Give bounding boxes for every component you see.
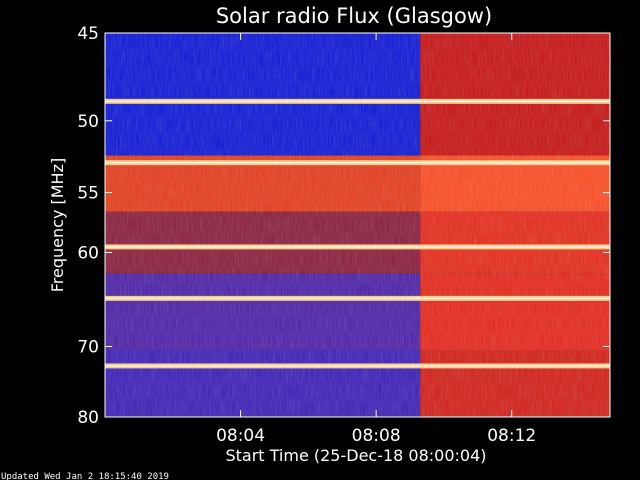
x-tick-label-1: 08:08 [352,426,401,446]
x-tick-label-0: 08:04 [216,426,265,446]
x-tick-label-2: 08:12 [487,426,536,446]
y-tick-label-2: 55 [77,184,99,204]
y-tick-label-3: 60 [77,243,99,263]
x-axis-label: Start Time (25-Dec-18 08:00:04) [225,446,486,465]
y-axis-ticks: 45 50 55 60 70 80 [77,24,610,428]
x-axis-ticks: 08:04 08:08 08:12 [216,33,536,446]
noise-texture [105,33,610,417]
y-tick-label-5: 80 [77,408,99,428]
plot-area [105,33,610,417]
y-axis-label: Frequency [MHz] [48,158,67,292]
y-tick-label-0: 45 [77,24,99,44]
plot-frame [104,32,611,418]
y-tick-label-1: 50 [77,112,99,132]
chart-title: Solar radio Flux (Glasgow) [216,4,492,28]
y-tick-label-4: 70 [77,337,99,357]
updated-timestamp: Updated Wed Jan 2 18:15:40 2019 [1,472,169,480]
